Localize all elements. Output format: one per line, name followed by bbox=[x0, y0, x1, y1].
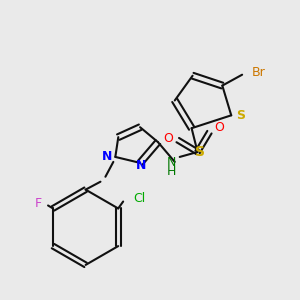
Text: S: S bbox=[236, 109, 245, 122]
Text: S: S bbox=[194, 145, 205, 159]
Text: Cl: Cl bbox=[133, 192, 145, 205]
Text: O: O bbox=[214, 121, 224, 134]
Text: F: F bbox=[35, 197, 42, 210]
Text: N: N bbox=[136, 159, 146, 172]
Text: N: N bbox=[167, 156, 176, 170]
Text: Br: Br bbox=[252, 66, 266, 79]
Text: O: O bbox=[163, 132, 173, 145]
Text: N: N bbox=[102, 150, 112, 164]
Text: H: H bbox=[167, 165, 176, 178]
